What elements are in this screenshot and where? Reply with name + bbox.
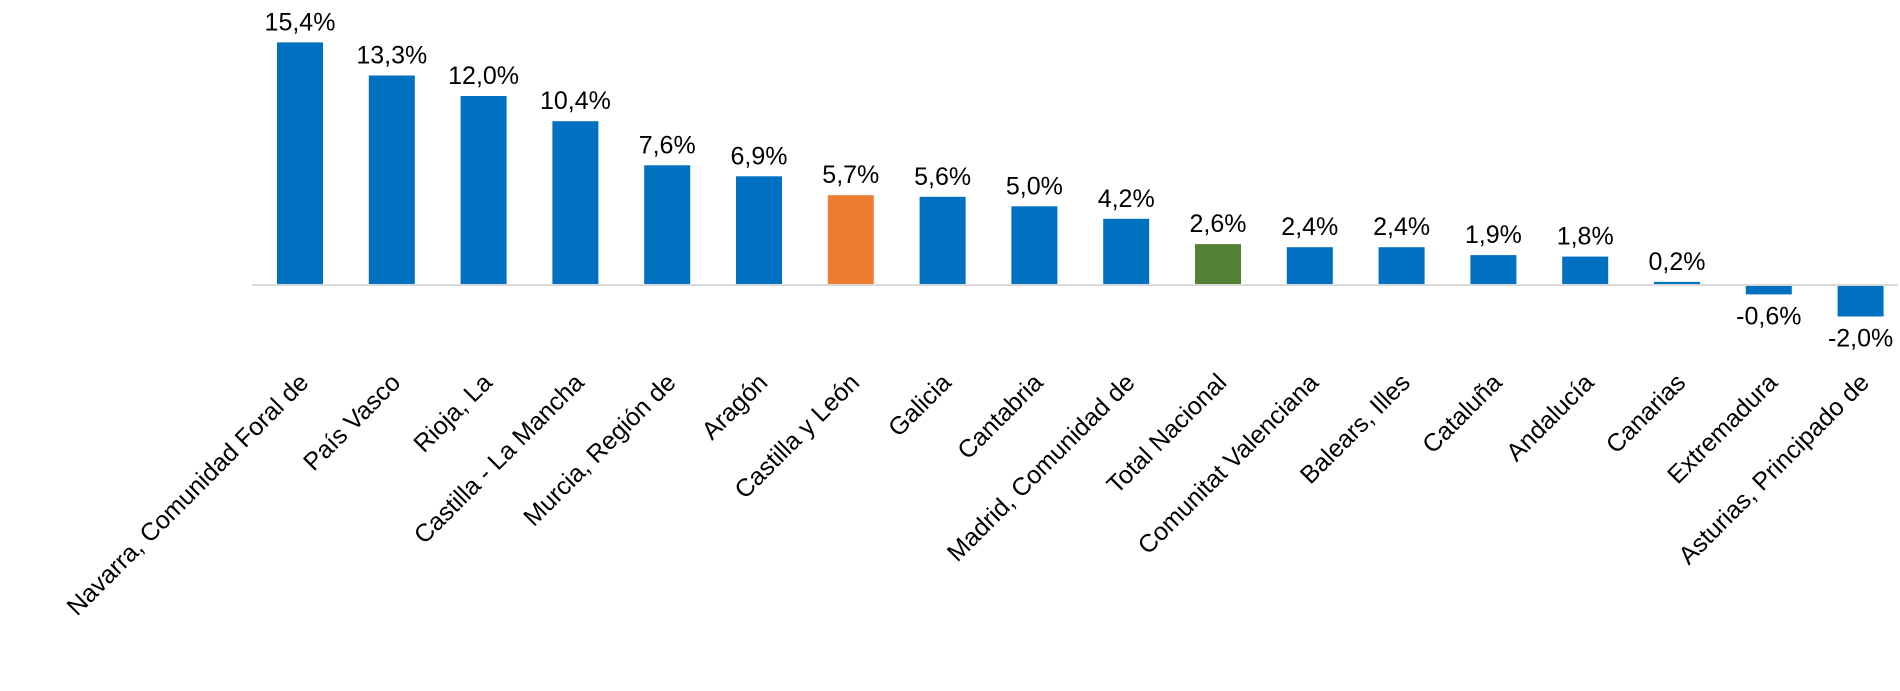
data-label-murcia-region-de: 7,6%	[639, 131, 696, 159]
bar-total-nacional	[1195, 244, 1241, 286]
bar-asturias-principado-de	[1837, 285, 1884, 317]
category-label-galicia: Galicia	[883, 368, 957, 442]
data-label-balears-illes: 2,4%	[1373, 213, 1430, 241]
bar-andalucia	[1562, 256, 1609, 285]
data-label-extremadura: -0,6%	[1736, 302, 1801, 330]
category-label-andalucia: Andalucía	[1501, 368, 1599, 466]
data-label-canarias: 0,2%	[1649, 248, 1706, 276]
data-label-comunitat-valenciana: 2,4%	[1281, 213, 1338, 241]
data-label-galicia: 5,6%	[914, 163, 971, 191]
category-label-comunitat-valenciana: Comunitat Valenciana	[1133, 368, 1325, 560]
bars-group	[277, 42, 1884, 317]
category-label-canarias: Canarias	[1601, 368, 1692, 459]
category-label-castilla-la-mancha: Castilla - La Mancha	[409, 368, 590, 549]
bar-rioja-la	[460, 96, 507, 285]
data-label-aragon: 6,9%	[731, 142, 788, 170]
data-label-castilla-la-mancha: 10,4%	[540, 87, 611, 115]
bar-castilla-y-leon	[827, 195, 874, 285]
data-label-cataluna: 1,9%	[1465, 221, 1522, 249]
bar-pais-vasco	[368, 75, 415, 285]
data-label-madrid-comunidad-de: 4,2%	[1098, 185, 1155, 213]
data-labels-group: 15,4% 13,3% 12,0% 10,4% 7,6% 6,9% 5,7% 5,6% 5,0%…	[265, 8, 1894, 352]
data-label-asturias-principado-de: -2,0%	[1828, 325, 1893, 353]
data-label-pais-vasco: 13,3%	[356, 42, 427, 70]
category-label-navarra-comunidad-foral-de: Navarra, Comunidad Foral de	[62, 368, 315, 621]
bar-comunitat-valenciana	[1286, 247, 1333, 285]
bar-cantabria	[1011, 206, 1058, 286]
bar-cataluna	[1470, 255, 1517, 285]
bar-galicia	[919, 196, 966, 285]
bar-balears-illes	[1378, 247, 1425, 285]
data-label-castilla-y-leon: 5,7%	[822, 161, 879, 189]
bar-navarra-comunidad-foral-de	[277, 42, 323, 286]
data-label-andalucia: 1,8%	[1557, 223, 1614, 251]
category-label-murcia-region-de: Murcia, Región de	[518, 368, 681, 531]
bar-castilla-la-mancha	[552, 121, 599, 285]
category-label-cataluna: Cataluña	[1417, 368, 1508, 459]
data-label-navarra-comunidad-foral-de: 15,4%	[265, 8, 336, 36]
bar-madrid-comunidad-de	[1103, 218, 1150, 285]
category-label-madrid-comunidad-de: Madrid, Comunidad de	[942, 368, 1141, 567]
bar-extremadura	[1745, 285, 1792, 295]
bar-aragon	[736, 176, 782, 285]
category-label-cantabria: Cantabria	[952, 368, 1049, 465]
category-label-pais-vasco: País Vasco	[298, 368, 406, 476]
category-label-rioja-la: Rioja, La	[408, 368, 498, 458]
bar-murcia-region-de	[644, 165, 691, 285]
bar-canarias	[1654, 281, 1700, 286]
data-label-cantabria: 5,0%	[1006, 172, 1063, 200]
category-label-aragon: Aragón	[696, 368, 773, 445]
data-label-total-nacional: 2,6%	[1190, 210, 1247, 238]
data-label-rioja-la: 12,0%	[448, 62, 519, 90]
category-label-asturias-principado-de: Asturias, Principado de	[1673, 368, 1875, 570]
